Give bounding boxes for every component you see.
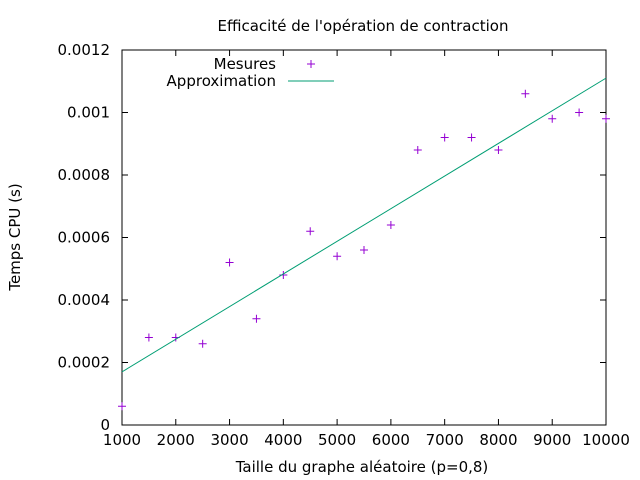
x-tick-label: 6000	[372, 431, 410, 449]
plot-border	[121, 49, 607, 426]
data-point-mesures	[252, 314, 261, 323]
data-point-mesures	[225, 258, 234, 267]
series-line-approximation	[121, 77, 607, 373]
x-tick-label: 8000	[479, 431, 517, 449]
y-tick-label: 0.0002	[58, 354, 111, 372]
data-point-mesures	[467, 133, 476, 142]
x-tick-label: 9000	[533, 431, 571, 449]
y-axis-title: Temps CPU (s)	[6, 183, 24, 291]
data-point-mesures	[306, 227, 315, 236]
x-tick-label: 1000	[103, 431, 141, 449]
data-point-mesures	[360, 246, 368, 254]
x-tick-label: 5000	[318, 431, 356, 449]
y-tick-label: 0.0006	[58, 229, 111, 247]
data-point-mesures	[413, 146, 422, 154]
x-tick-label: 10000	[582, 431, 630, 449]
data-point-mesures	[521, 89, 530, 98]
y-tick-label: 0.001	[67, 104, 110, 122]
data-point-mesures	[144, 333, 153, 342]
x-tick-label: 4000	[264, 431, 302, 449]
y-tick-label: 0	[100, 416, 110, 434]
chart-title: Efficacité de l'opération de contraction	[218, 17, 509, 35]
data-point-mesures	[602, 114, 610, 123]
data-point-mesures	[198, 339, 207, 348]
data-point-mesures	[494, 146, 503, 154]
y-tick-label: 0.0012	[58, 41, 111, 59]
legend: Mesures Approximation	[167, 55, 334, 90]
x-tick-label: 3000	[210, 431, 248, 449]
y-tick-label: 0.0004	[58, 291, 111, 309]
data-point-mesures	[575, 108, 584, 117]
legend-label-approximation: Approximation	[167, 72, 276, 90]
data-point-mesures	[440, 133, 449, 142]
data-point-mesures	[548, 114, 557, 123]
legend-label-mesures: Mesures	[214, 55, 277, 73]
legend-sample-mesures	[307, 60, 315, 68]
plot-area	[118, 77, 610, 411]
data-point-mesures	[386, 221, 395, 229]
x-axis-title: Taille du graphe aléatoire (p=0,8)	[235, 458, 489, 476]
data-point-mesures	[333, 252, 342, 261]
data-point-mesures	[118, 402, 126, 411]
x-axis: 1000 2000 3000 4000 5000 6000 7000 8000 9000 1000…	[103, 50, 630, 449]
x-tick-label: 2000	[157, 431, 195, 449]
y-axis: 0 0.0002 0.0004 0.0006 0.0008 0.001 0.0012	[58, 41, 606, 434]
y-tick-label: 0.0008	[58, 166, 111, 184]
x-tick-label: 7000	[426, 431, 464, 449]
